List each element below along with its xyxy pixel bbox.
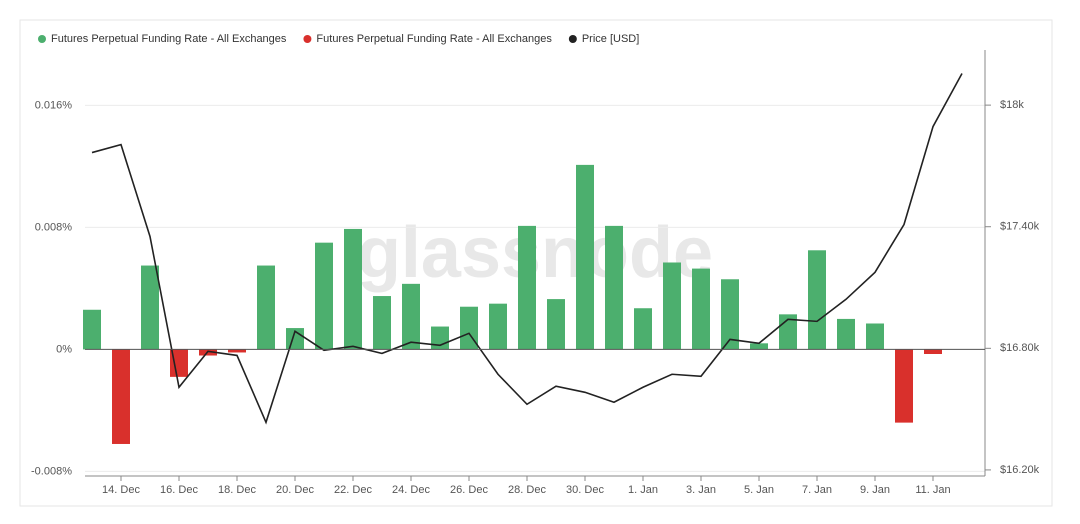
legend-marker bbox=[38, 35, 46, 43]
bar bbox=[228, 349, 246, 353]
x-tick-label: 5. Jan bbox=[744, 484, 774, 496]
x-tick-label: 7. Jan bbox=[802, 484, 832, 496]
bar bbox=[344, 228, 362, 350]
x-tick-label: 18. Dec bbox=[218, 484, 256, 496]
x-tick-label: 26. Dec bbox=[450, 484, 488, 496]
y2-tick-label: $16.20k bbox=[1000, 464, 1040, 476]
bar bbox=[634, 308, 652, 350]
bar bbox=[83, 309, 101, 350]
bar bbox=[663, 262, 681, 350]
bar bbox=[808, 250, 826, 350]
bar bbox=[112, 349, 130, 444]
legend-label: Price [USD] bbox=[582, 33, 639, 45]
bar bbox=[605, 225, 623, 350]
x-tick-label: 1. Jan bbox=[628, 484, 658, 496]
legend-marker bbox=[568, 35, 577, 43]
bar bbox=[402, 283, 420, 350]
bar bbox=[837, 318, 855, 350]
y2-tick-label: $17.40k bbox=[1000, 221, 1040, 233]
legend-label: Futures Perpetual Funding Rate - All Exc… bbox=[316, 33, 552, 45]
bar bbox=[721, 279, 739, 350]
bar bbox=[141, 265, 159, 350]
bar bbox=[547, 299, 565, 350]
x-tick-label: 16. Dec bbox=[160, 484, 198, 496]
x-tick-label: 11. Jan bbox=[915, 484, 950, 496]
bar bbox=[518, 225, 536, 350]
bar bbox=[576, 164, 594, 350]
x-tick-label: 22. Dec bbox=[334, 484, 372, 496]
x-tick-label: 20. Dec bbox=[276, 484, 314, 496]
bar bbox=[895, 349, 913, 423]
price-line bbox=[91, 73, 963, 425]
bar bbox=[170, 349, 188, 377]
bar bbox=[692, 268, 710, 350]
legend-label: Futures Perpetual Funding Rate - All Exc… bbox=[51, 33, 287, 45]
bar bbox=[373, 296, 391, 350]
y2-tick-label: $16.80k bbox=[1000, 342, 1040, 354]
y-tick-label: 0% bbox=[56, 343, 72, 355]
x-tick-label: 24. Dec bbox=[392, 484, 430, 496]
x-tick-label: 28. Dec bbox=[508, 484, 546, 496]
bar bbox=[924, 349, 942, 354]
bar bbox=[315, 242, 333, 350]
bar bbox=[489, 303, 507, 350]
y2-tick-label: $18k bbox=[1000, 99, 1024, 111]
x-tick-label: 14. Dec bbox=[102, 484, 140, 496]
bar bbox=[750, 343, 768, 350]
x-tick-label: 30. Dec bbox=[566, 484, 604, 496]
x-tick-label: 9. Jan bbox=[860, 484, 890, 496]
y-tick-label: 0.008% bbox=[35, 221, 73, 233]
legend-marker bbox=[303, 35, 312, 43]
bar bbox=[866, 323, 884, 350]
y-tick-label: -0.008% bbox=[31, 465, 72, 477]
x-tick-label: 3. Jan bbox=[686, 484, 716, 496]
bar bbox=[257, 265, 275, 350]
y-tick-label: 0.016% bbox=[35, 99, 73, 111]
